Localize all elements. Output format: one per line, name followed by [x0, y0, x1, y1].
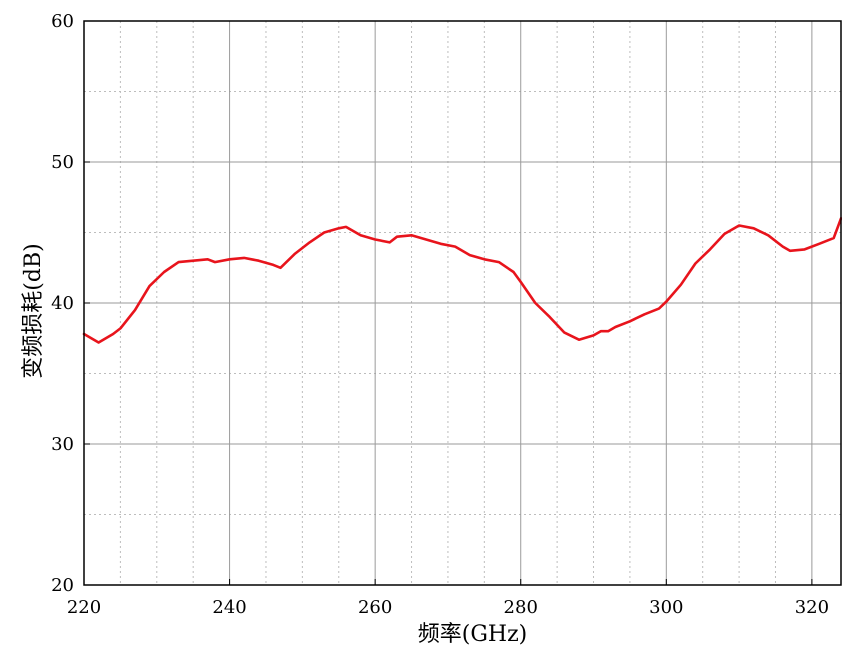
y-axis-label: 变频损耗(dB): [21, 243, 46, 378]
x-tick-label: 220: [67, 597, 101, 618]
series-line-0: [82, 217, 842, 344]
y-tick-label: 40: [51, 293, 74, 314]
grid: [84, 21, 841, 585]
series-layer: [82, 217, 842, 344]
x-axis-label: 频率(GHz): [418, 622, 528, 646]
x-tick-label: 260: [358, 597, 392, 618]
x-tick-label: 320: [795, 597, 829, 618]
tick-labels: 220 240 260 280 300 320 20 30 40 50 60: [51, 11, 829, 618]
x-tick-label: 280: [504, 597, 538, 618]
y-tick-label: 20: [51, 575, 74, 596]
y-tick-label: 50: [51, 152, 74, 173]
x-tick-label: 240: [212, 597, 246, 618]
y-tick-label: 30: [51, 434, 74, 455]
y-tick-label: 60: [51, 11, 74, 32]
x-tick-label: 300: [649, 597, 683, 618]
